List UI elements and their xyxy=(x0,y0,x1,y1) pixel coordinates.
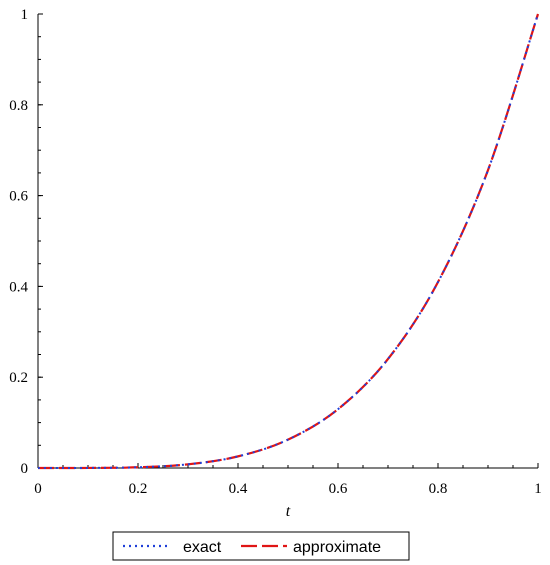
x-tick-label: 1 xyxy=(534,481,542,497)
tick-labels: 0 0.2 0.4 0.6 0.8 1 0 0.2 0.4 0.6 0.8 1 xyxy=(9,7,542,497)
legend: exact approximate xyxy=(112,531,410,561)
x-tick-label: 0 xyxy=(34,481,42,497)
x-tick-label: 0.2 xyxy=(129,481,148,497)
y-tick-label: 0.2 xyxy=(9,370,28,386)
x-tick-label: 0.4 xyxy=(229,481,248,497)
series-line-approximate xyxy=(37,13,540,470)
y-tick-label: 0 xyxy=(21,461,29,477)
legend-label-approximate: approximate xyxy=(293,539,381,556)
x-tick-label: 0.8 xyxy=(429,481,448,497)
x-tick-label: 0.6 xyxy=(329,481,348,497)
series-lines xyxy=(37,13,540,470)
tick-marks xyxy=(37,13,539,469)
y-tick-label: 0.8 xyxy=(9,98,28,114)
y-tick-label: 0.6 xyxy=(9,189,28,205)
x-axis-title: t xyxy=(286,503,291,520)
y-tick-label: 0.4 xyxy=(9,279,28,295)
y-tick-label: 1 xyxy=(21,7,29,23)
series-line-exact xyxy=(37,13,539,470)
legend-label-exact: exact xyxy=(183,539,222,556)
legend-box xyxy=(112,531,410,561)
axes xyxy=(37,14,538,469)
